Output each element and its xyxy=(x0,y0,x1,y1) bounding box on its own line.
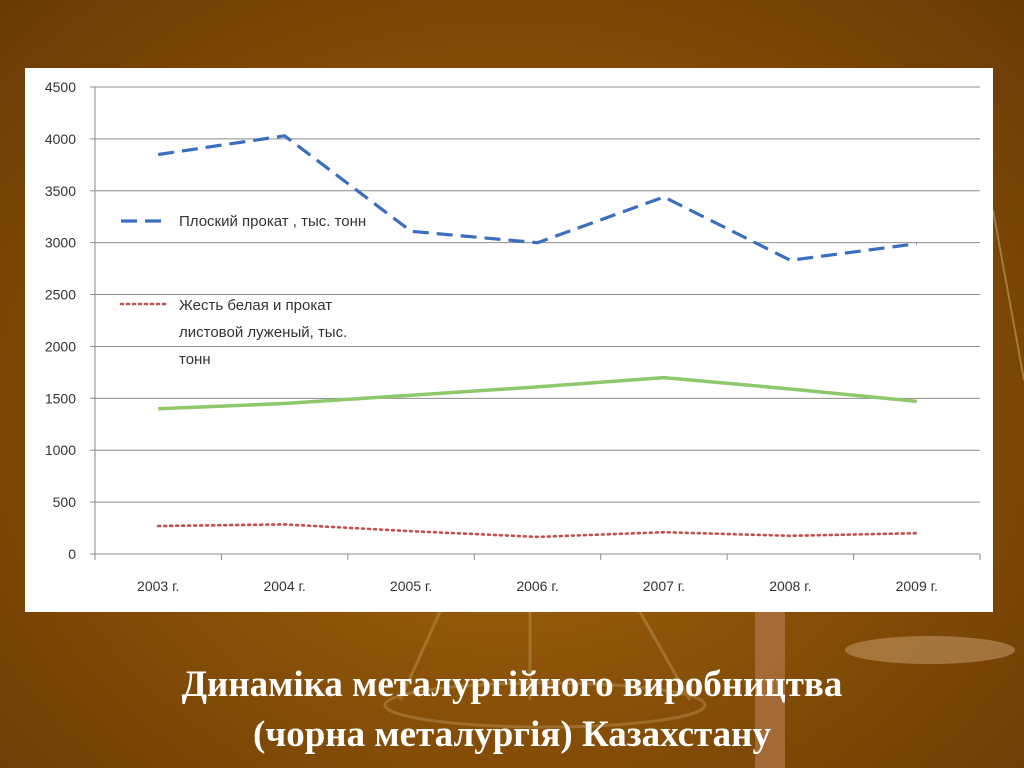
y-tick-label: 4000 xyxy=(45,131,76,147)
x-tick-label: 2007 г. xyxy=(643,578,685,594)
x-tick-label: 2004 г. xyxy=(263,578,305,594)
series-line-2 xyxy=(156,523,919,539)
line-chart: 0 500 1000 1500 2000 2500 3000 3500 4000 4500 2003… xyxy=(45,79,981,594)
legend-label-2: Жесть белая и прокат xyxy=(179,297,332,314)
legend-label-2: листовой луженый, тыс. xyxy=(179,324,347,341)
slide-title: Динаміка металургійного виробництва (чор… xyxy=(0,660,1024,760)
y-tick-label: 1500 xyxy=(45,390,76,406)
slide-title-line-2: (чорна металургія) Казахстану xyxy=(253,714,771,755)
legend-label-2: тонн xyxy=(179,351,211,368)
y-tick-label: 2500 xyxy=(45,287,76,303)
x-tick-label: 2003 г. xyxy=(137,578,179,594)
x-tick-label: 2009 г. xyxy=(896,578,938,594)
y-tick-label: 3500 xyxy=(45,183,76,199)
y-tick-label: 1000 xyxy=(45,442,76,458)
y-tick-label: 500 xyxy=(53,494,77,510)
y-tick-label: 4500 xyxy=(45,79,76,95)
legend-label-1: Плоский прокат , тыс. тонн xyxy=(179,213,366,230)
x-tick-label: 2005 г. xyxy=(390,578,432,594)
slide-title-line-1: Динаміка металургійного виробництва xyxy=(181,664,843,705)
series-line-1 xyxy=(157,134,918,262)
y-tick-label: 2000 xyxy=(45,338,76,354)
y-tick-label: 0 xyxy=(68,546,76,562)
x-tick-label: 2006 г. xyxy=(516,578,558,594)
x-tick-label: 2008 г. xyxy=(769,578,811,594)
series-line-3 xyxy=(158,375,917,411)
y-tick-label: 3000 xyxy=(45,235,76,251)
chart-panel: 0 500 1000 1500 2000 2500 3000 3500 4000 4500 2003… xyxy=(25,68,993,612)
